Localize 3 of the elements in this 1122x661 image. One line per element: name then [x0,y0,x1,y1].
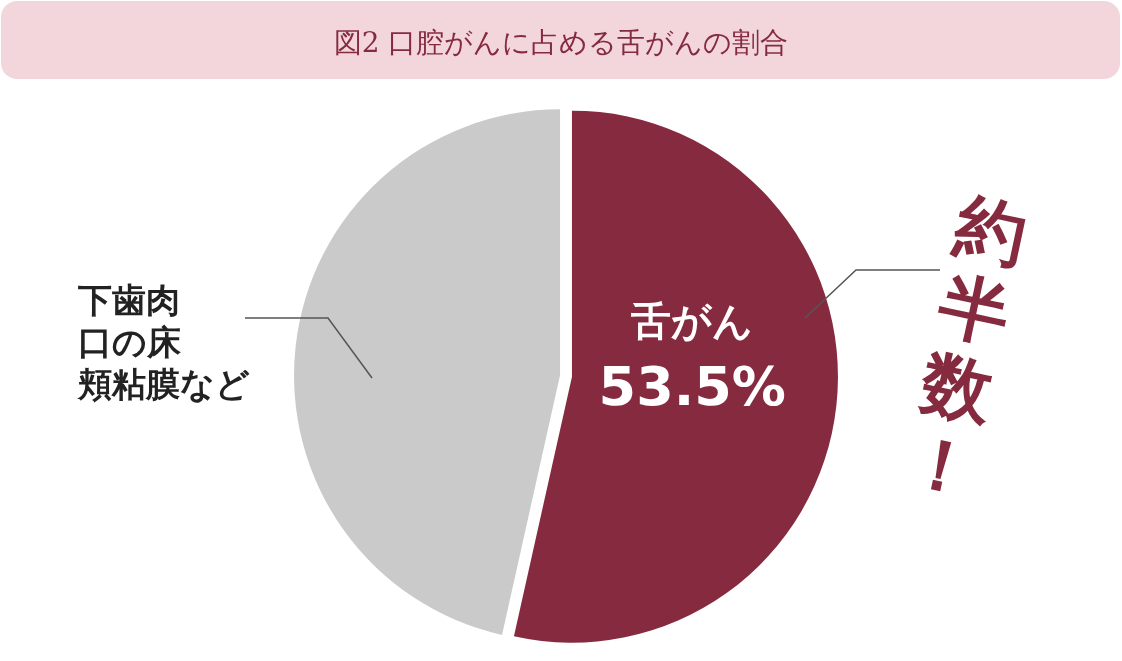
annotation: 約半数！ [898,183,1034,514]
title: 図2 口腔がんに占める舌がんの割合 [1,1,1120,79]
chart-title: 図2 口腔がんに占める舌がんの割合 [333,26,789,59]
